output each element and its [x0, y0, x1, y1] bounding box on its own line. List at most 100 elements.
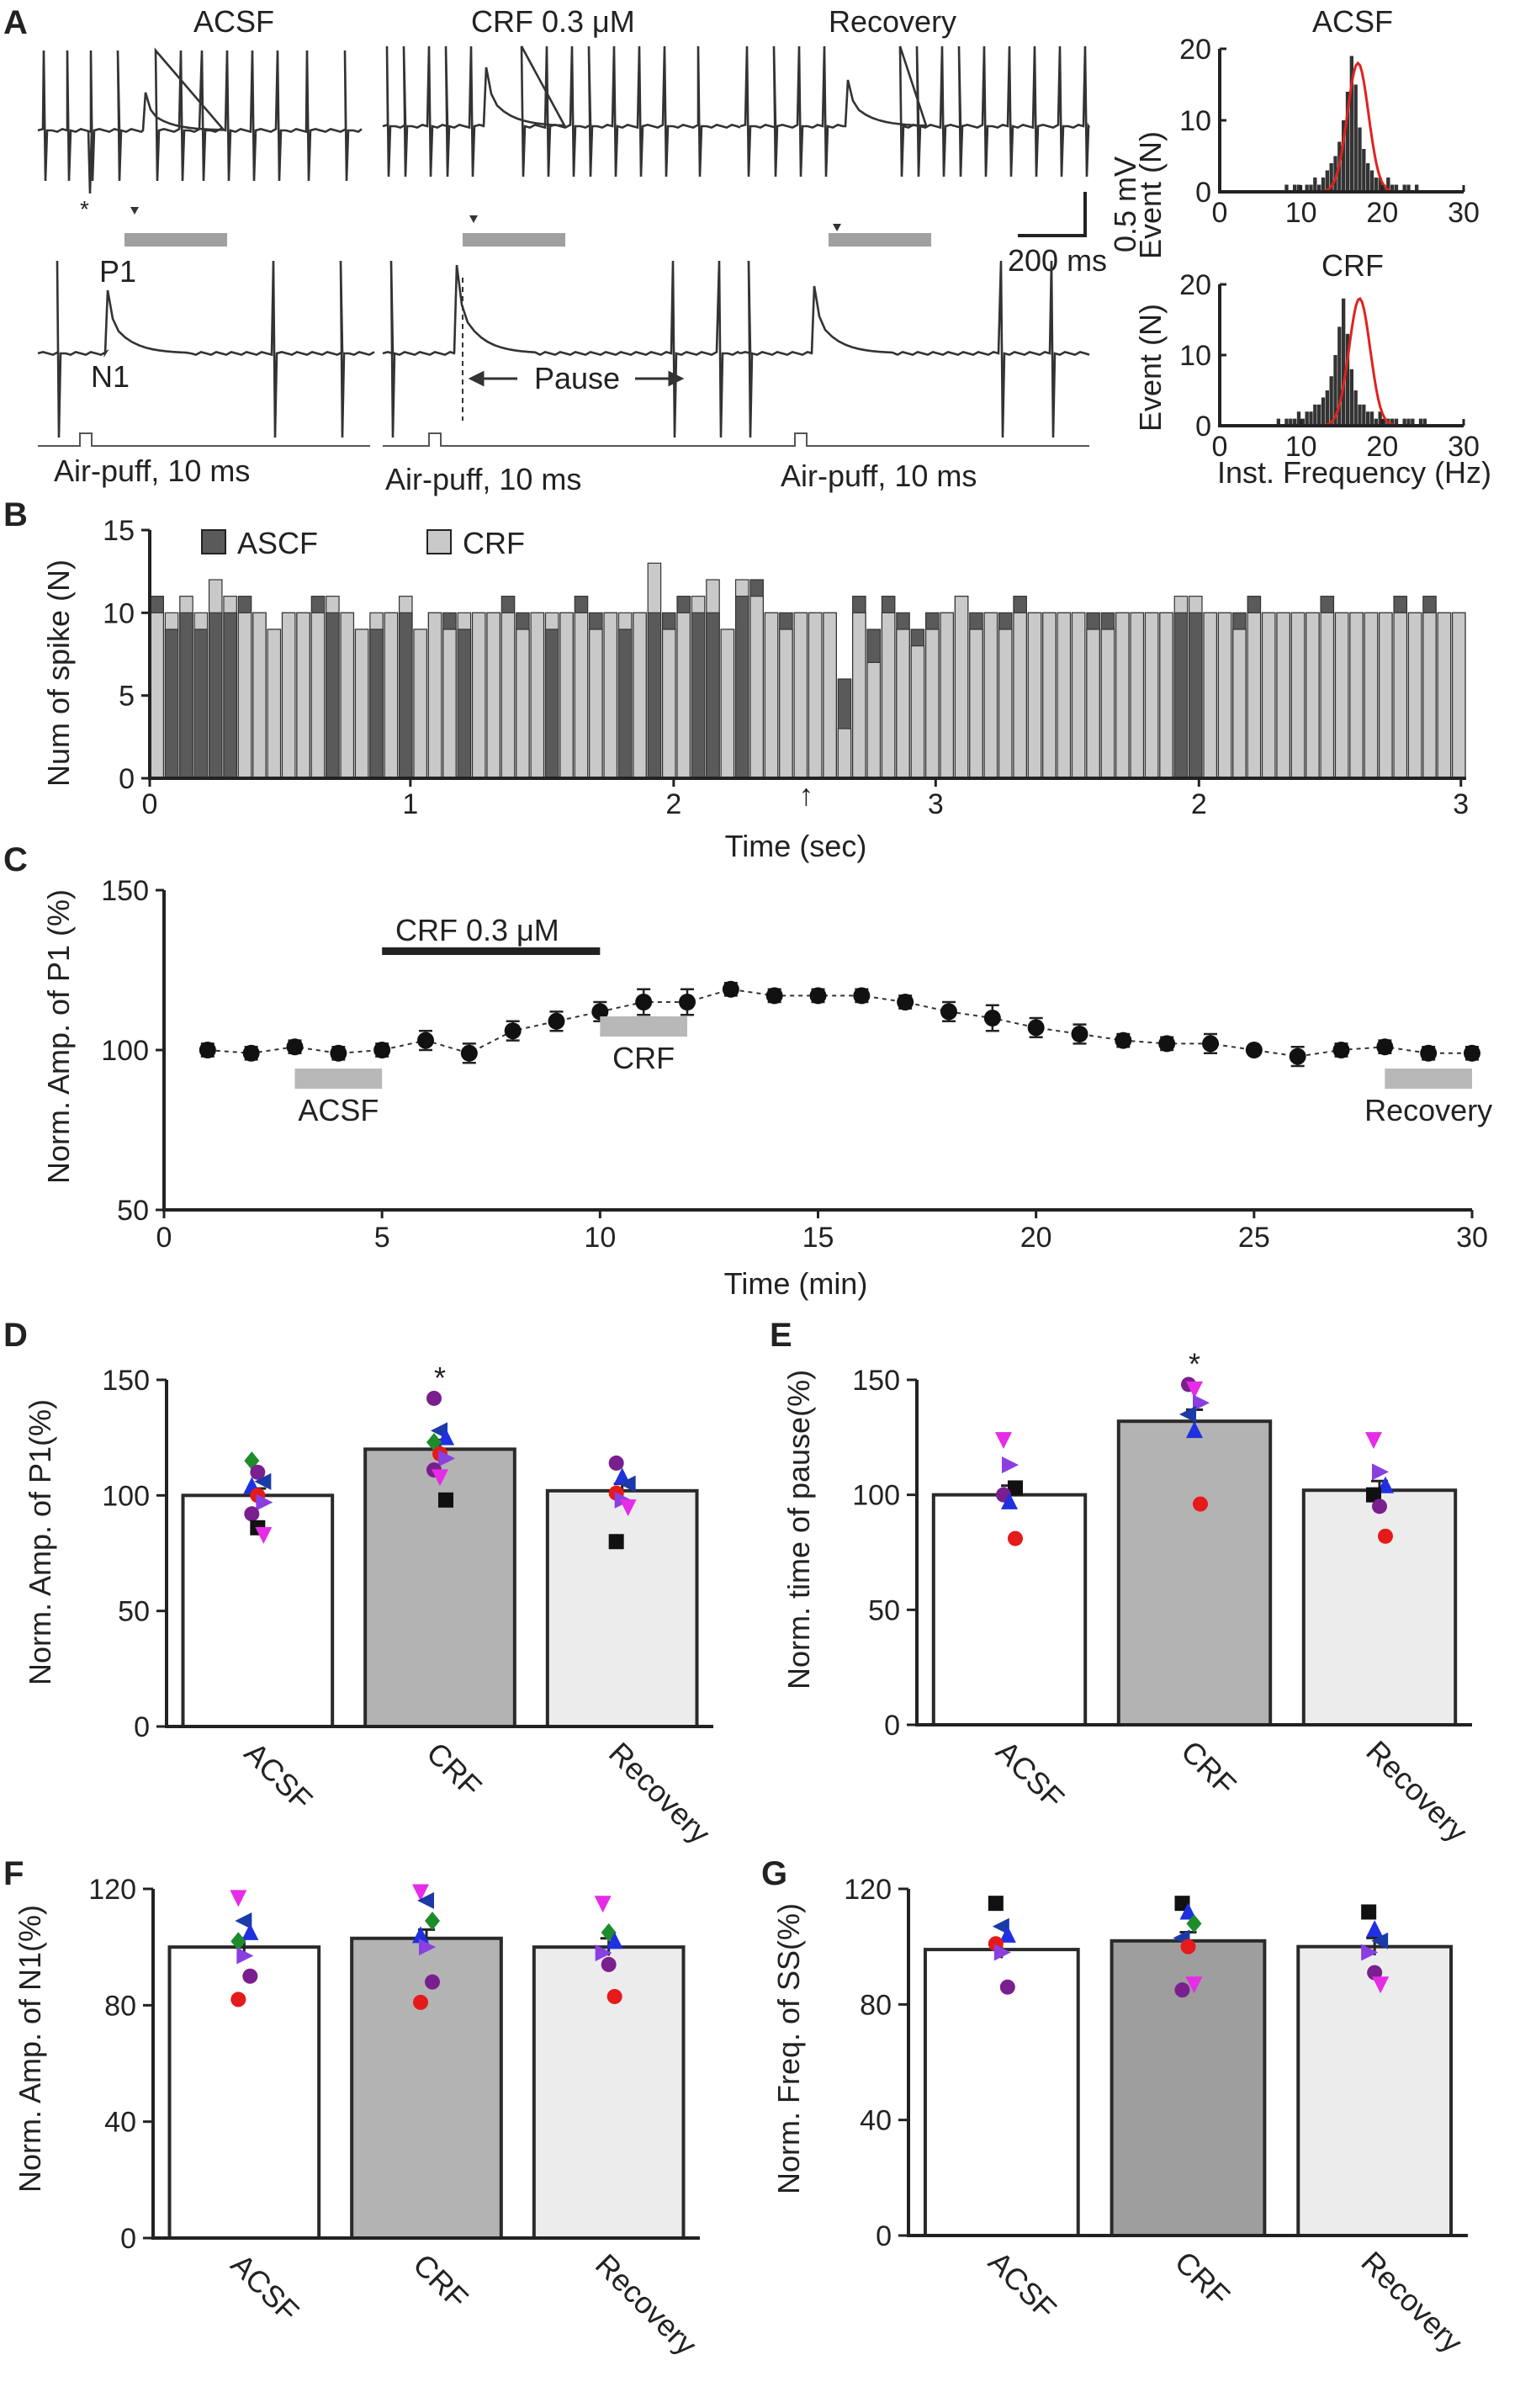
chart-b-bar-crf — [486, 612, 500, 779]
wave-label-n1: N1 — [91, 359, 130, 394]
chart-e-data-point — [1186, 1381, 1203, 1398]
chart-g-bar-recovery — [1296, 1944, 1454, 2238]
chart-b-ytick-label: 5 — [119, 681, 135, 713]
chart-b-bar-crf — [237, 612, 252, 779]
chart-d-data-point — [437, 1428, 454, 1445]
hist-acsf-ylabel: Event (N) — [1133, 131, 1168, 259]
chart-c-point — [722, 980, 739, 998]
A-hist-acsf-bin — [1284, 184, 1289, 192]
chart-c-point — [1332, 1042, 1350, 1058]
chart-g-data-point — [998, 1925, 1016, 1943]
chart-b-bar-crf — [1393, 612, 1408, 779]
chart-b-bar-crf — [340, 612, 355, 779]
chart-b-bar-crf — [1247, 612, 1262, 779]
chart-e-data-point — [1001, 1492, 1018, 1509]
A-hist-crf-bin — [1329, 376, 1333, 426]
chart-g-ylabel: Norm. Freq. of SS(%) — [771, 1903, 806, 2194]
chart-d-data-point — [254, 1472, 272, 1490]
panel-label-c: C — [3, 841, 28, 878]
A-hist-acsf-ytick-label: 10 — [1179, 105, 1211, 137]
chart-b-bar-crf — [1290, 612, 1306, 779]
chart-e-data-point — [995, 1432, 1012, 1450]
chart-c-point — [548, 1012, 565, 1030]
trace-recovery-bottom — [739, 260, 1090, 438]
A-hist-acsf-bin — [1296, 184, 1301, 192]
A-hist-acsf-bin — [1342, 120, 1346, 192]
chart-f-ytick-label: 0 — [120, 2223, 136, 2255]
chart-d-data-point — [619, 1499, 637, 1517]
A-hist-crf-bin — [1411, 418, 1415, 426]
hist-acsf-title: ACSF — [1312, 4, 1393, 39]
A-hist-acsf-ytick-label: 0 — [1195, 177, 1211, 209]
wave-label-p1: P1 — [99, 254, 136, 289]
chart-c-point — [809, 987, 827, 1005]
chart-f-data-point — [230, 1932, 246, 1951]
A-hist-crf-bin — [1333, 355, 1337, 426]
chart-b-bar-crf — [500, 612, 516, 779]
chart-b-bar-crf — [281, 612, 296, 779]
A-hist-crf-bin — [1369, 411, 1374, 426]
chart-b-bar-ascf — [223, 612, 237, 779]
A-hist-crf-ytick-label: 0 — [1195, 411, 1211, 443]
chart-b-xtick-label: 2 — [665, 788, 681, 820]
chart-d-data-point — [608, 1455, 624, 1471]
A-hist-acsf-bin — [1402, 184, 1406, 192]
chart-f-data-point — [241, 1923, 259, 1940]
A-hist-crf-bin — [1313, 404, 1317, 426]
legend-label-crf: CRF — [463, 526, 525, 560]
chart-b-bar-crf — [1437, 612, 1452, 779]
chart-e-data-point — [1365, 1432, 1382, 1450]
chart-b-bar-crf — [1422, 612, 1437, 779]
pause-arrow-left — [468, 370, 517, 387]
chart-g-ytick-label: 40 — [860, 2105, 892, 2137]
chart-b-bar-crf — [954, 596, 969, 779]
chart-d-bar-crf — [363, 1447, 516, 1729]
A-hist-acsf-bin — [1366, 163, 1370, 192]
chart-f-data-point — [419, 1939, 436, 1956]
A-hist-crf-bin — [1394, 418, 1399, 426]
A-hist-acsf-bin — [1293, 184, 1297, 192]
chart-b-bar-crf — [764, 612, 779, 779]
chart-b-bar-crf — [676, 612, 691, 779]
chart-e-bar-crf — [1116, 1419, 1273, 1726]
chart-g-ytick-label: 120 — [844, 1874, 892, 1906]
chart-e-category-label: CRF — [1174, 1734, 1242, 1802]
hist-crf-xlabel: Inst. Frequency (Hz) — [1217, 455, 1491, 490]
period-bar-crf — [463, 233, 565, 247]
A-hist-crf-bin — [1289, 418, 1293, 426]
chart-b-bar-crf — [267, 629, 282, 779]
chart-b-bar-ascf — [399, 612, 413, 779]
A-hist-acsf-bin — [1305, 184, 1309, 192]
chart-b-bar-crf — [793, 612, 808, 779]
chart-g-data-point — [1361, 1944, 1379, 1961]
A-hist-crf-xtick-label: 0 — [1212, 431, 1228, 463]
chart-f-ytick-label: 120 — [88, 1874, 136, 1906]
chart-b-bar-crf — [1203, 612, 1217, 779]
chart-e-bar-acsf — [931, 1493, 1088, 1726]
A-hist-acsf-xtick-label: 10 — [1285, 197, 1317, 229]
scale-bar-time-label: 200 ms — [1008, 243, 1107, 278]
A-hist-crf-bin — [1366, 411, 1370, 426]
scale-bar — [1018, 192, 1087, 237]
chart-b-bar-crf — [1276, 612, 1290, 779]
stimulus-step-1 — [383, 432, 740, 447]
chart-e-data-point — [1378, 1528, 1393, 1544]
chart-e-category-label: ACSF — [989, 1734, 1071, 1816]
chart-e-bar-recovery — [1301, 1488, 1458, 1726]
chart-d-ytick-label: 150 — [102, 1365, 150, 1397]
chart-c-ytick-label: 150 — [101, 875, 149, 907]
chart-f-data-point — [230, 1992, 246, 2008]
chart-b-bar-crf — [1407, 612, 1422, 779]
chart-c-point — [983, 1010, 1001, 1026]
chart-b-bar-crf — [1144, 612, 1159, 779]
chart-b-bar-ascf — [1173, 612, 1189, 779]
A-hist-crf-bin — [1349, 369, 1353, 426]
chart-f-data-point — [412, 1926, 429, 1944]
chart-b-bar-ascf — [326, 612, 340, 779]
chart-e-data-point — [1002, 1456, 1019, 1474]
chart-b-bar-crf — [574, 612, 589, 779]
chart-c-xlabel: Time (min) — [724, 1266, 868, 1301]
chart-e-ytick-label: 100 — [852, 1480, 900, 1512]
chart-g-data-point — [999, 1979, 1015, 1995]
